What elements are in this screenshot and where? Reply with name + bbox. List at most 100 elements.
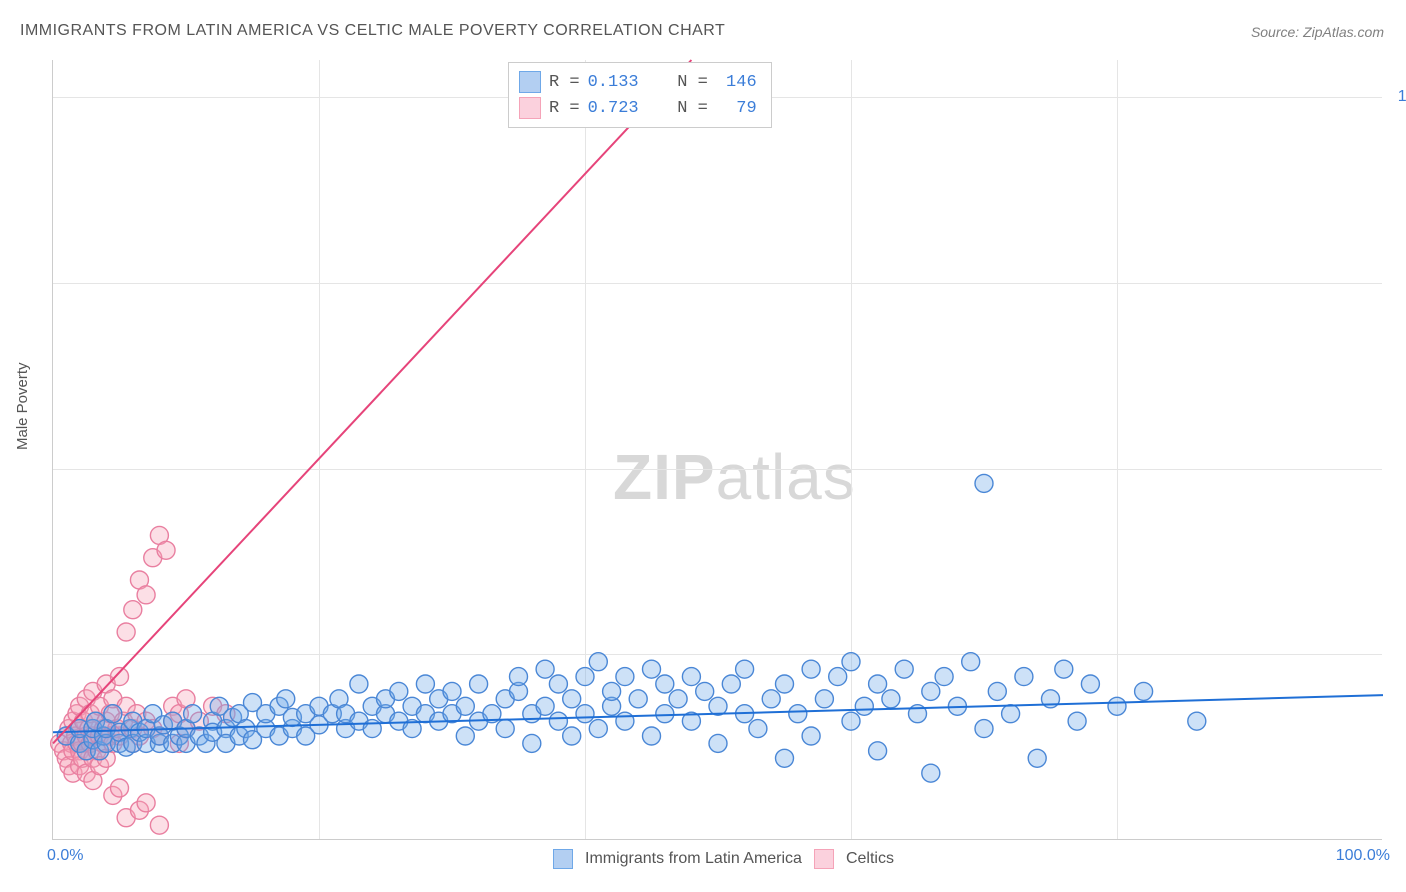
scatter-point	[815, 690, 833, 708]
y-tick-label: 50.0%	[1392, 460, 1406, 478]
legend-stats: R = 0.133 N = 146 R = 0.723 N = 79	[508, 62, 772, 128]
y-tick-label: 100.0%	[1392, 88, 1406, 106]
scatter-point	[589, 653, 607, 671]
scatter-point	[184, 705, 202, 723]
scatter-point	[589, 720, 607, 738]
legend-n-label: N =	[647, 73, 718, 92]
scatter-point	[962, 653, 980, 671]
legend-r-label: R =	[549, 99, 580, 118]
source-label: Source: ZipAtlas.com	[1251, 24, 1384, 40]
scatter-point	[1028, 749, 1046, 767]
scatter-point	[643, 727, 661, 745]
scatter-point	[470, 675, 488, 693]
scatter-point	[802, 727, 820, 745]
y-tick-label: 75.0%	[1392, 274, 1406, 292]
scatter-point	[536, 697, 554, 715]
scatter-point	[869, 742, 887, 760]
legend-r-value: 0.723	[588, 99, 639, 118]
scatter-point	[616, 712, 634, 730]
legend-stat-row: R = 0.133 N = 146	[519, 69, 757, 95]
trend-line	[53, 60, 691, 743]
legend-series-label: Celtics	[846, 850, 894, 868]
scatter-point	[1135, 682, 1153, 700]
scatter-point	[137, 586, 155, 604]
scatter-point	[277, 690, 295, 708]
scatter-point	[111, 668, 129, 686]
scatter-point	[124, 601, 142, 619]
scatter-point	[882, 690, 900, 708]
scatter-point	[157, 541, 175, 559]
scatter-point	[496, 720, 514, 738]
legend-stat-row: R = 0.723 N = 79	[519, 95, 757, 121]
scatter-point	[922, 682, 940, 700]
legend-n-label: N =	[647, 99, 718, 118]
scatter-point	[576, 705, 594, 723]
y-axis-title: Male Poverty	[14, 362, 31, 450]
scatter-point	[1068, 712, 1086, 730]
legend-swatch	[553, 849, 573, 869]
scatter-point	[549, 675, 567, 693]
scatter-point	[1108, 697, 1126, 715]
scatter-point	[869, 675, 887, 693]
scatter-point	[510, 668, 528, 686]
scatter-point	[643, 660, 661, 678]
legend-swatch	[519, 71, 541, 93]
scatter-point	[150, 816, 168, 834]
scatter-point	[722, 675, 740, 693]
scatter-point	[669, 690, 687, 708]
scatter-point	[736, 660, 754, 678]
scatter-point	[802, 660, 820, 678]
scatter-point	[536, 660, 554, 678]
scatter-point	[922, 764, 940, 782]
scatter-point	[1002, 705, 1020, 723]
scatter-point	[1081, 675, 1099, 693]
legend-series-label: Immigrants from Latin America	[585, 850, 802, 868]
scatter-point	[443, 682, 461, 700]
scatter-point	[776, 749, 794, 767]
scatter-point	[137, 794, 155, 812]
scatter-point	[709, 734, 727, 752]
scatter-point	[629, 690, 647, 708]
legend-r-value: 0.133	[588, 73, 639, 92]
scatter-point	[563, 690, 581, 708]
legend-n-value: 146	[726, 73, 757, 92]
scatter-point	[988, 682, 1006, 700]
scatter-point	[111, 779, 129, 797]
plot-area: ZIPatlas 25.0%50.0%75.0%100.0% R = 0.133…	[52, 60, 1382, 840]
scatter-point	[104, 705, 122, 723]
scatter-point	[1188, 712, 1206, 730]
scatter-point	[656, 705, 674, 723]
legend-n-value: 79	[726, 99, 757, 118]
scatter-point	[576, 668, 594, 686]
scatter-point	[656, 675, 674, 693]
scatter-point	[563, 727, 581, 745]
scatter-point	[456, 697, 474, 715]
scatter-point	[855, 697, 873, 715]
scatter-point	[829, 668, 847, 686]
scatter-point	[975, 720, 993, 738]
scatter-point	[789, 705, 807, 723]
x-tick-max: 100.0%	[1336, 847, 1390, 865]
scatter-point	[616, 668, 634, 686]
scatter-point	[895, 660, 913, 678]
scatter-point	[350, 675, 368, 693]
scatter-point	[603, 682, 621, 700]
scatter-point	[975, 474, 993, 492]
scatter-point	[117, 623, 135, 641]
x-tick-min: 0.0%	[47, 847, 83, 865]
scatter-point	[523, 734, 541, 752]
scatter-point	[842, 653, 860, 671]
legend-series: Immigrants from Latin America Celtics	[553, 849, 894, 869]
scatter-point	[549, 712, 567, 730]
legend-swatch	[519, 97, 541, 119]
y-tick-label: 25.0%	[1392, 645, 1406, 663]
legend-swatch	[814, 849, 834, 869]
scatter-point	[1055, 660, 1073, 678]
scatter-point	[390, 682, 408, 700]
legend-r-label: R =	[549, 73, 580, 92]
scatter-point	[1015, 668, 1033, 686]
scatter-point	[935, 668, 953, 686]
scatter-point	[776, 675, 794, 693]
scatter-point	[696, 682, 714, 700]
scatter-point	[456, 727, 474, 745]
